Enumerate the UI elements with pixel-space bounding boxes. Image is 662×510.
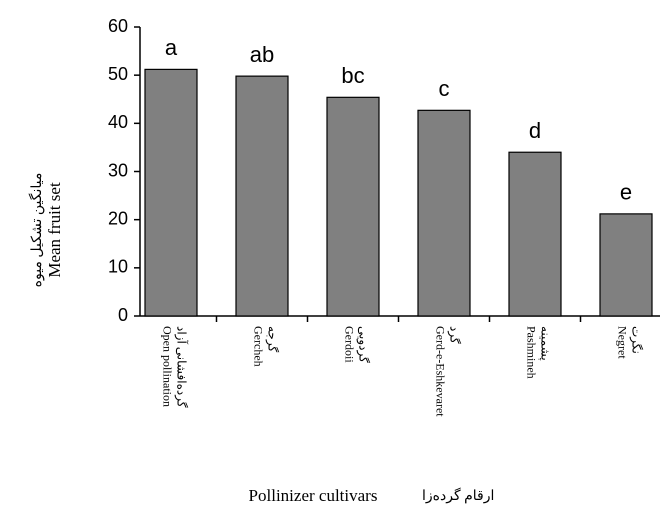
y-tick-label: 60: [108, 16, 128, 36]
y-tick-label: 40: [108, 112, 128, 132]
x-tick-label: Pashmineh: [524, 326, 538, 379]
x-axis-title: Pollinizer cultivars: [249, 486, 378, 505]
bar: [235, 75, 289, 317]
group-label: a: [165, 35, 178, 60]
bar: [417, 109, 471, 317]
group-label: bc: [341, 63, 364, 88]
x-tick-label-fa: گردویی: [356, 326, 370, 363]
group-label: e: [620, 180, 632, 205]
bar: [599, 213, 653, 317]
x-axis-title-fa: ارقام گرده‌زا: [422, 487, 494, 504]
x-tick-label-fa: گرد: [447, 326, 461, 344]
x-tick-label-fa: نگرت: [629, 326, 643, 354]
x-tick-label: Gerd-e-Eshkevaret: [433, 326, 447, 417]
bar: [508, 151, 562, 317]
x-tick-label: Gercheh: [251, 326, 265, 367]
y-axis-title-fa: میانگین تشکیل میوه: [28, 173, 45, 288]
y-tick-label: 30: [108, 160, 128, 180]
x-tick-label-fa: پشمینه: [538, 326, 552, 361]
bar: [144, 68, 198, 317]
x-tick-label: Gerdoii: [342, 326, 356, 363]
x-tick-label-fa: گرجه: [265, 326, 279, 352]
y-tick-label: 50: [108, 64, 128, 84]
y-tick-label: 0: [118, 305, 128, 325]
x-tick-label: Negret: [615, 326, 629, 359]
group-label: ab: [250, 42, 274, 67]
group-label: c: [439, 76, 450, 101]
x-tick-label: Open pollination: [160, 326, 174, 407]
bar: [326, 96, 380, 317]
y-tick-label: 10: [108, 257, 128, 277]
x-tick-label-fa: گرده‌افشانی آزاد: [174, 326, 189, 408]
y-tick-label: 20: [108, 208, 128, 228]
group-label: d: [529, 118, 541, 143]
y-axis-title: Mean fruit set: [45, 182, 64, 278]
